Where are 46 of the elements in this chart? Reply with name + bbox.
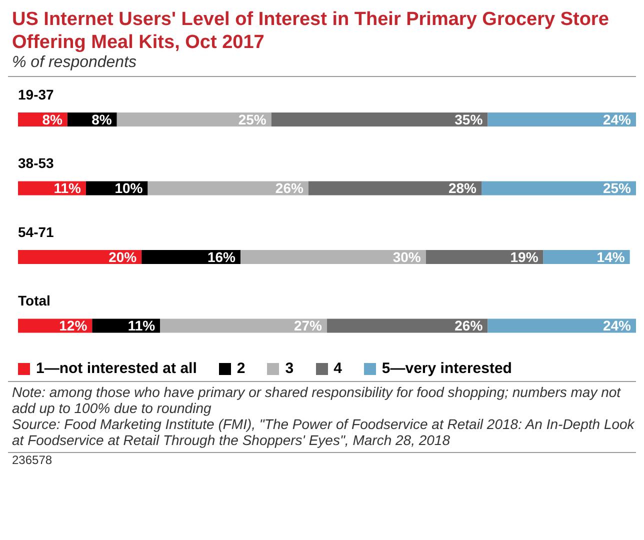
y-tick-label: 38-53 <box>18 155 54 172</box>
data-label: 12% <box>59 318 88 334</box>
legend-label: 5—very interested <box>382 360 512 377</box>
y-tick-label: 54-71 <box>18 224 54 240</box>
data-label: 8% <box>42 111 63 128</box>
chart-subtitle: % of respondents <box>11 54 138 72</box>
legend-label: 3 <box>285 360 294 377</box>
data-label: 26% <box>454 318 484 334</box>
data-label: 16% <box>207 248 236 265</box>
data-label: 19% <box>510 248 539 265</box>
data-label: 25% <box>238 111 267 128</box>
bar <box>160 318 327 333</box>
bar <box>116 112 272 126</box>
y-tick-label: Total <box>18 292 50 309</box>
legend-label: 4 <box>334 360 342 377</box>
chart-title: US Internet Users' Level of Interest in Their Primary Grocery Store Offering Meal Kits, Oct 2017 <box>11 8 610 54</box>
bar <box>488 112 636 126</box>
data-label: 10% <box>114 180 144 196</box>
text: 236578 <box>12 453 54 467</box>
bar <box>482 181 636 196</box>
data-label: 20% <box>108 248 138 265</box>
bar <box>271 112 488 126</box>
data-label: 11% <box>128 318 156 334</box>
y-tick-label: 19-37 <box>18 86 54 102</box>
bar <box>308 181 482 196</box>
bar <box>18 250 142 264</box>
data-label: 8% <box>92 111 112 128</box>
data-label: 30% <box>392 248 422 265</box>
legend-label: 2 <box>236 360 246 377</box>
data-label: 28% <box>448 180 478 196</box>
bar <box>488 318 636 333</box>
data-label: 35% <box>454 111 484 128</box>
source-note: Source: Food Marketing Institute (FMI), "The Power of Foodservice at Retail 2018: An In-Depth Look at Foodservice at Retail Through the Shoppers' Eyes", March 28, 2018 <box>12 416 636 448</box>
bar <box>240 250 426 264</box>
data-label: 14% <box>596 248 626 265</box>
data-label: 27% <box>294 318 323 334</box>
data-label: 24% <box>602 111 632 128</box>
data-label: 11% <box>54 180 82 196</box>
bar <box>426 250 544 264</box>
bar <box>327 318 488 333</box>
text: Note: among those who have primary or shared responsibility for food shopping; numbers may not add up to 100% due to rounding <box>12 384 622 416</box>
data-label: 25% <box>602 180 632 196</box>
data-label: 26% <box>275 180 304 196</box>
legend-label: 1—not interested at all <box>36 360 197 377</box>
bar <box>148 181 308 196</box>
data-label: 24% <box>602 318 632 334</box>
